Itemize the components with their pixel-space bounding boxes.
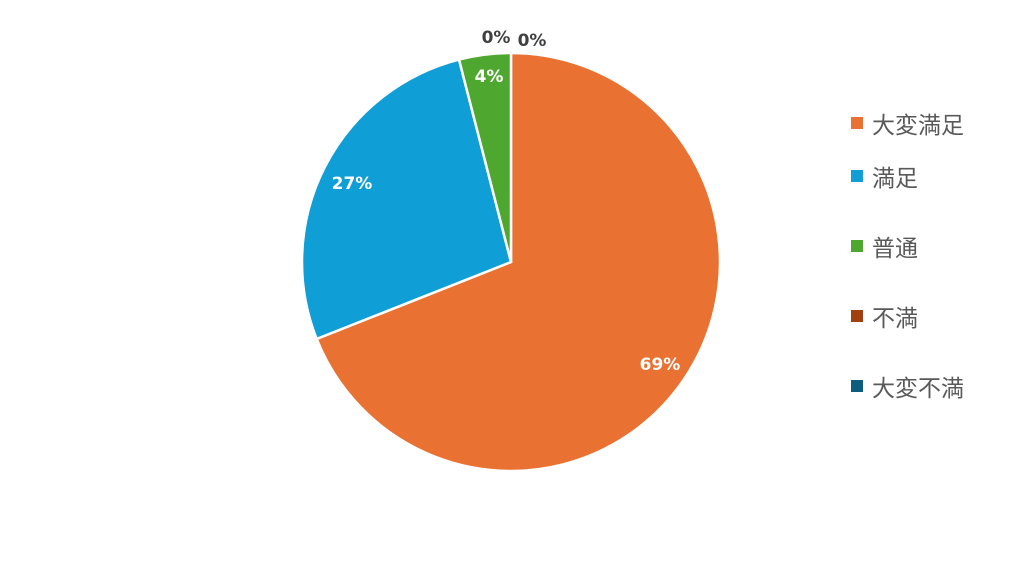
legend-item: 不満 bbox=[851, 281, 964, 351]
legend-swatch bbox=[851, 117, 863, 129]
legend-label: 不満 bbox=[872, 306, 918, 332]
legend-label: 大変不満 bbox=[872, 376, 964, 402]
pie-slice bbox=[300, 58, 513, 341]
legend-label: 満足 bbox=[872, 166, 918, 192]
data-label: 0% bbox=[482, 28, 511, 48]
legend-item: 大変満足 bbox=[851, 105, 964, 141]
legend-item: 普通 bbox=[851, 211, 964, 281]
legend-item: 満足 bbox=[851, 141, 964, 211]
legend-label: 大変満足 bbox=[872, 113, 964, 139]
legend-swatch bbox=[851, 170, 863, 182]
pie-slice bbox=[457, 51, 513, 263]
data-label: 4% bbox=[475, 67, 504, 87]
legend-swatch bbox=[851, 380, 863, 392]
data-label: 27% bbox=[332, 174, 373, 194]
data-label: 69% bbox=[640, 355, 681, 375]
legend-swatch bbox=[851, 310, 863, 322]
data-label: 0% bbox=[518, 31, 547, 51]
legend-label: 普通 bbox=[872, 236, 918, 262]
legend: 大変満足 満足 普通 不満 大変不満 bbox=[851, 105, 964, 421]
legend-item: 大変不満 bbox=[851, 351, 964, 421]
legend-swatch bbox=[851, 240, 863, 252]
pie-slice bbox=[315, 51, 722, 473]
